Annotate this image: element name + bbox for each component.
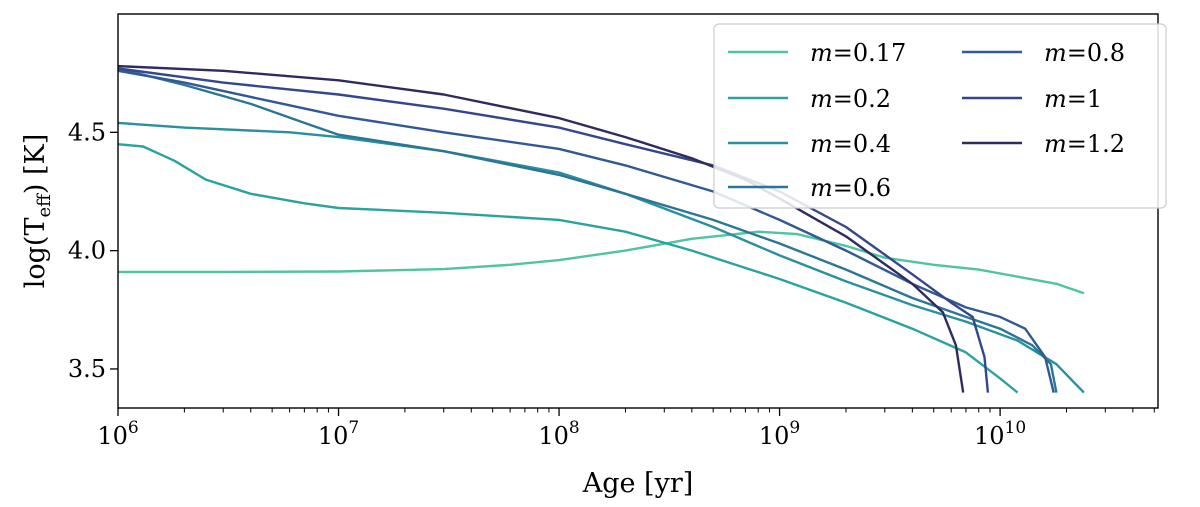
x-tick-label: 109 [759,418,800,450]
legend-label: m=0.8 [1044,39,1125,67]
x-axis-title: Age [yr] [582,468,694,499]
legend-label: m=1.2 [1044,130,1125,158]
legend: m=0.17 m=0.2 m=0.4 m=0.6 m=0.8 m=1 m=1.2 [713,23,1167,209]
x-tick-label: 108 [538,418,579,450]
legend-label: m=0.6 [810,174,891,202]
series-line-3 [117,67,1058,393]
series-line-2 [117,121,1085,394]
legend-label: m=1 [1044,85,1102,113]
legend-label: m=0.2 [810,85,891,113]
y-tick-label: 3.5 [68,355,106,383]
y-axis-title-sub: eff [34,193,55,218]
y-axis-title-tail: ) [K] [20,134,51,194]
legend-label: m=0.17 [810,39,906,67]
legend-box [713,23,1167,209]
legend-label: m=0.4 [810,130,891,158]
x-tick-label: 1010 [974,418,1026,450]
x-axis-ticks: 106 107 108 109 1010 [97,408,1155,450]
y-tick-label: 4.0 [68,237,106,265]
y-tick-label: 4.5 [68,118,106,146]
y-axis-ticks: 3.5 4.0 4.5 [68,118,118,383]
plot-frame [117,13,1159,409]
x-tick-label: 107 [318,418,359,450]
series-line-0 [118,230,1085,295]
y-axis-title: log(Teff) [K] [20,134,55,289]
y-axis-title-main: log(T [20,218,51,289]
x-tick-label: 106 [97,418,138,450]
series-line-1 [117,143,1019,394]
